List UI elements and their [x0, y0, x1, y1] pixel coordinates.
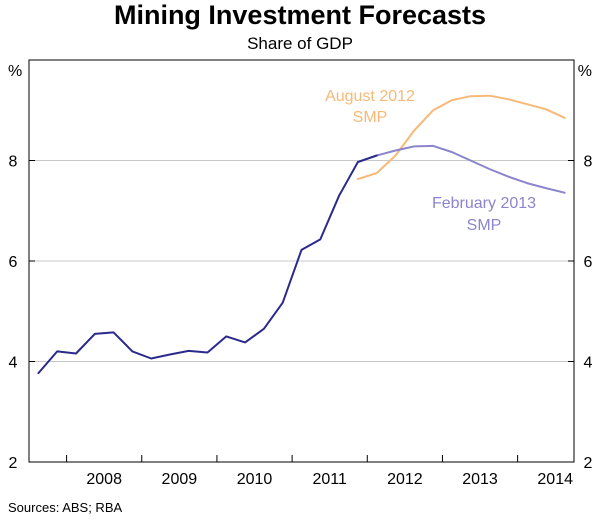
x-tick-label-2012: 2012 — [387, 471, 423, 488]
x-tick-label-2013: 2013 — [462, 471, 498, 488]
x-tick-labels: 2008 2009 2010 2011 2012 2013 2014 — [66, 455, 573, 488]
x-tick-label-2008: 2008 — [86, 471, 122, 488]
source-note: Sources: ABS; RBA — [8, 500, 122, 515]
y-tick-label-right-8: 8 — [584, 154, 593, 171]
annotation-august-2012-smp: SMP — [353, 109, 388, 126]
plot-frame — [28, 59, 575, 463]
annotation-february-2013: February 2013 SMP — [432, 195, 536, 234]
y-tick-label-left-4: 4 — [9, 355, 18, 372]
y-tick-label-right-6: 6 — [584, 254, 593, 271]
annotation-february-2013-label: February 2013 — [432, 195, 536, 212]
gridlines — [29, 160, 574, 463]
x-tick-label-2010: 2010 — [237, 471, 273, 488]
y-tick-label-left-6: 6 — [9, 254, 18, 271]
y-unit-left: % — [8, 63, 22, 80]
annotation-february-2013-smp: SMP — [467, 217, 502, 234]
chart-title: Mining Investment Forecasts — [114, 0, 486, 30]
chart-subtitle: Share of GDP — [247, 34, 353, 53]
y-tick-label-left-2: 2 — [9, 455, 18, 472]
series-august-2012-line — [356, 94, 566, 181]
series-february-2013-line — [375, 144, 566, 194]
x-tick-label-2011: 2011 — [312, 471, 347, 488]
x-tick-label-2014: 2014 — [537, 471, 573, 488]
annotation-august-2012: August 2012 SMP — [325, 88, 415, 126]
series-lines — [37, 94, 566, 375]
y-tick-label-left-8: 8 — [9, 154, 18, 171]
y-tick-labels: 2 2 4 4 6 6 8 8 — [9, 154, 593, 473]
y-tick-label-right-2: 2 — [584, 455, 593, 472]
x-tick-label-2009: 2009 — [162, 471, 198, 488]
annotation-august-2012-label: August 2012 — [325, 88, 415, 105]
series-actual-line — [37, 154, 378, 375]
y-unit-right: % — [578, 63, 592, 80]
y-tick-label-right-4: 4 — [584, 355, 593, 372]
